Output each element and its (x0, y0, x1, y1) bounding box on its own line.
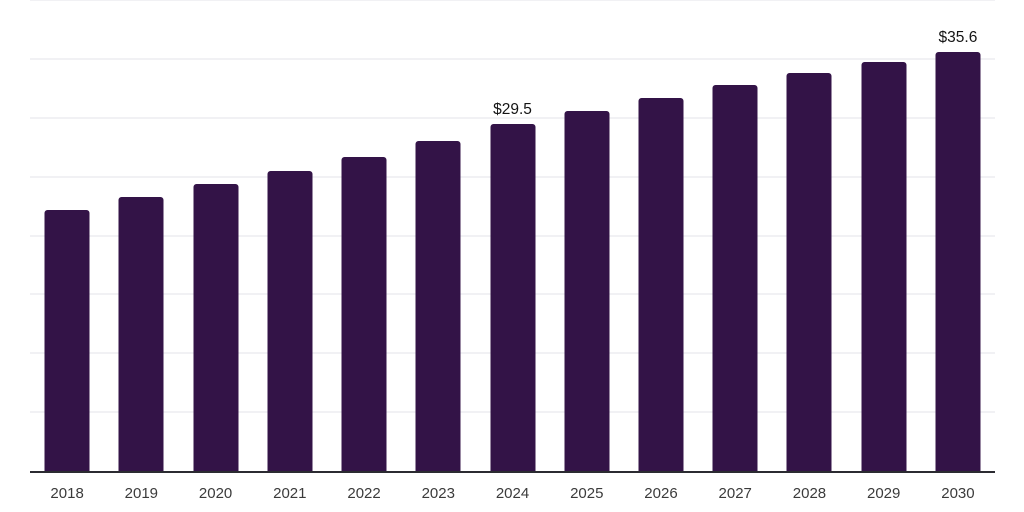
bar-band-2022 (327, 0, 401, 471)
bar-band-2019 (104, 0, 178, 471)
bar-band-2021 (253, 0, 327, 471)
bar-2024 (490, 124, 536, 471)
plot-area: $29.5 $35.6 (30, 0, 995, 473)
x-tick-label-2023: 2023 (421, 485, 455, 502)
x-tick-label-2029: 2029 (867, 485, 901, 502)
x-tick-label-2020: 2020 (198, 485, 233, 502)
x-tick-label-2019: 2019 (124, 485, 159, 502)
bar-series: $29.5 $35.6 (30, 0, 995, 471)
bar-2025 (564, 111, 610, 471)
x-tick-label-2028: 2028 (792, 485, 827, 502)
bar-band-2026 (624, 0, 698, 471)
x-tick-label-2025: 2025 (570, 485, 604, 502)
bar-2018 (44, 210, 90, 471)
x-tick-label-2021: 2021 (273, 485, 307, 502)
bar-band-2027 (698, 0, 772, 471)
bar-2019 (118, 197, 164, 471)
bar-band-2029 (847, 0, 921, 471)
x-axis-tick-labels: 2018 2019 2020 2021 2022 2023 2024 2025 2026 2027… (30, 473, 995, 501)
x-tick-label-2030: 2030 (941, 485, 975, 502)
bar-2020 (193, 184, 239, 471)
bar-2022 (341, 157, 387, 471)
bar-value-label-2030: $35.6 (938, 28, 978, 46)
x-tick-label-2022: 2022 (347, 485, 381, 502)
x-tick-label-2027: 2027 (718, 485, 752, 502)
bar-2021 (267, 171, 313, 471)
x-tick-label-2026: 2026 (644, 485, 678, 502)
bar-band-2020 (178, 0, 252, 471)
bar-band-2024: $29.5 (475, 0, 549, 471)
bar-band-2028 (772, 0, 846, 471)
bar-band-2030: $35.6 (921, 0, 995, 471)
bar-2029 (861, 62, 907, 471)
x-tick-label-2018: 2018 (50, 485, 84, 502)
bar-2023 (415, 141, 461, 471)
bar-2026 (638, 98, 684, 471)
bar-band-2023 (401, 0, 475, 471)
bar-2028 (786, 73, 832, 471)
x-tick-label-2024: 2024 (495, 485, 530, 502)
bar-band-2025 (550, 0, 624, 471)
bar-2027 (712, 85, 758, 471)
bar-2030 (935, 52, 981, 471)
bar-value-label-2024: $29.5 (493, 100, 532, 118)
bar-band-2018 (30, 0, 104, 471)
